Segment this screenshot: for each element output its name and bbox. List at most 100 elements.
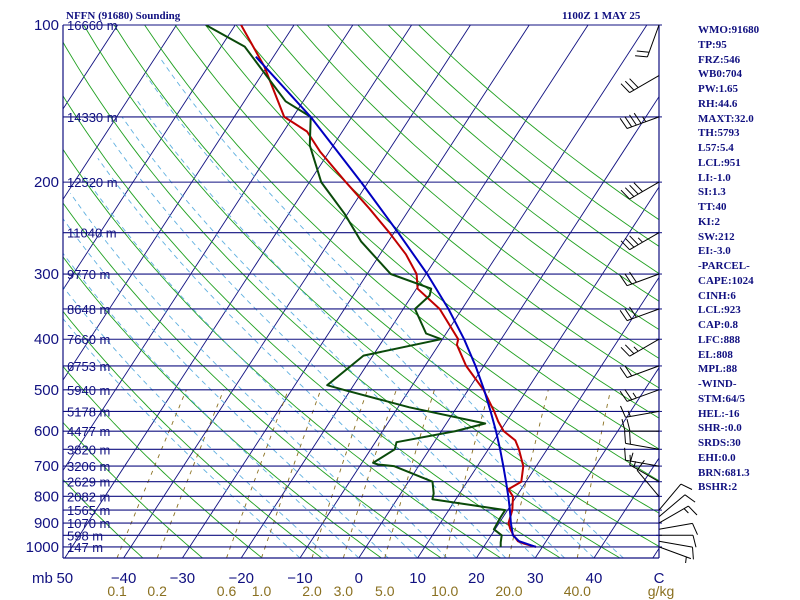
- wind-barb-shape: [658, 546, 692, 564]
- temperature-profile: [240, 25, 537, 548]
- height-label: 7660 m: [67, 332, 110, 347]
- dry-adiabat-line: [63, 478, 144, 558]
- index-item: EHI:0.0: [698, 451, 736, 464]
- mixing-ratio-line: [226, 389, 289, 558]
- moist-adiabat-line: [145, 75, 595, 558]
- index-item: LCL:951: [698, 156, 741, 169]
- pressure-unit-label: mb: [32, 570, 53, 587]
- index-item: BSHR:2: [698, 481, 738, 494]
- pressure-tick-label: 800: [34, 488, 59, 505]
- temperature-tick-label: −20: [228, 570, 253, 587]
- wind-barb-shape: [658, 505, 698, 524]
- mixing-ratio-line: [444, 389, 490, 558]
- mixing-ratio-label: 0.1: [107, 583, 127, 599]
- grid-lines: [63, 25, 659, 558]
- temperature-tick-label: 0: [355, 570, 363, 587]
- dry-adiabat-line: [63, 256, 382, 558]
- isotherm-line: [182, 25, 530, 558]
- index-item: L57:5.4: [698, 142, 734, 154]
- dry-adiabat-line: [357, 25, 659, 275]
- wind-barb: [624, 430, 660, 450]
- mixing-ratio-line: [156, 389, 225, 558]
- isobars: [63, 24, 659, 548]
- wind-barb-shape: [620, 181, 660, 200]
- wind-barb-shape: [619, 365, 660, 379]
- dry-adiabat-line: [63, 148, 501, 558]
- isotherm-line: [240, 25, 589, 558]
- isotherm-line: [63, 25, 295, 381]
- height-label: 2082 m: [67, 489, 110, 504]
- index-item: FRZ:546: [698, 53, 741, 66]
- index-item: LFC:888: [698, 333, 741, 346]
- moist-adiabat-line: [83, 176, 448, 558]
- index-item: TT:40: [698, 201, 727, 213]
- pressure-tick-label: 1000: [26, 539, 59, 556]
- index-item: RH:44.6: [698, 97, 738, 110]
- isotherm-line: [63, 25, 177, 201]
- dry-adiabat-line: [63, 95, 561, 558]
- wind-barb-shape: [619, 112, 660, 129]
- index-item: WB0:704: [698, 68, 742, 81]
- isotherm-line: [417, 186, 659, 558]
- height-label: 11040 m: [67, 226, 117, 241]
- moist-adiabat-line: [63, 317, 301, 558]
- index-item: MPL:88: [698, 363, 738, 376]
- valid-time: 1100Z 1 MAY 25: [562, 10, 641, 22]
- index-item: WMO:91680: [698, 24, 760, 36]
- wind-barb: [635, 24, 660, 58]
- mixing-ratio-label: 5.0: [375, 583, 395, 599]
- wind-barb-shape: [658, 494, 696, 518]
- index-item: SRDS:30: [698, 437, 741, 449]
- dry-adiabat-line: [387, 25, 659, 247]
- mixing-ratio-label: 1.0: [252, 583, 272, 599]
- dewpoint-profile: [205, 25, 507, 547]
- index-item: TH:5793: [698, 127, 740, 140]
- mixing-ratio-label: 0.2: [147, 583, 167, 599]
- height-label: 5940 m: [67, 383, 110, 398]
- mixing-ratio-line: [576, 389, 612, 558]
- dry-adiabat-line: [235, 25, 659, 389]
- height-label: 5178 m: [67, 404, 110, 419]
- mixing-ratio-line: [384, 389, 435, 558]
- wind-barb: [620, 75, 660, 94]
- temperature-tick-label: 40: [586, 570, 603, 587]
- isotherm-line: [63, 25, 354, 472]
- pressure-tick-label: 200: [34, 174, 59, 191]
- wind-barb: [619, 306, 660, 322]
- height-label: 1070 m: [67, 516, 110, 531]
- temperature-tick-label: 30: [527, 570, 544, 587]
- moist-adiabat-line: [137, 101, 565, 558]
- height-label: 6753 m: [67, 359, 110, 374]
- index-item: EL:808: [698, 348, 733, 361]
- height-label: 4477 m: [67, 424, 110, 439]
- wind-barb: [636, 460, 660, 497]
- index-item: CAPE:1024: [698, 274, 754, 287]
- temperature-tick-label: 20: [468, 570, 485, 587]
- wind-barb: [629, 452, 660, 483]
- height-label: 9770 m: [67, 267, 110, 282]
- wind-barb-shape: [658, 540, 694, 560]
- dry-adiabat-line: [296, 25, 659, 331]
- dry-adiabat-line: [144, 25, 659, 482]
- isotherm-line: [593, 457, 659, 558]
- temperature-tick-label: −10: [287, 570, 312, 587]
- height-label: 8648 m: [67, 302, 110, 317]
- wind-barb: [658, 483, 693, 511]
- wind-barb: [658, 546, 692, 564]
- moist-adiabat-line: [63, 218, 389, 558]
- pressure-tick-label: 900: [34, 515, 59, 532]
- height-label: 12520 m: [67, 175, 118, 190]
- isotherm-line: [64, 25, 413, 558]
- dry-adiabat-line: [205, 25, 659, 419]
- wind-barb-shape: [619, 306, 660, 322]
- wind-barb: [658, 505, 698, 524]
- index-item: KI:2: [698, 215, 720, 228]
- dry-adiabat-line: [63, 41, 621, 558]
- mixing-ratio-line: [261, 389, 322, 558]
- mixing-ratio-line: [342, 389, 397, 558]
- index-item: TP:95: [698, 38, 727, 51]
- wind-barb-shape: [620, 338, 660, 357]
- index-item: PW:1.65: [698, 83, 739, 95]
- wind-barb-shape: [620, 405, 660, 418]
